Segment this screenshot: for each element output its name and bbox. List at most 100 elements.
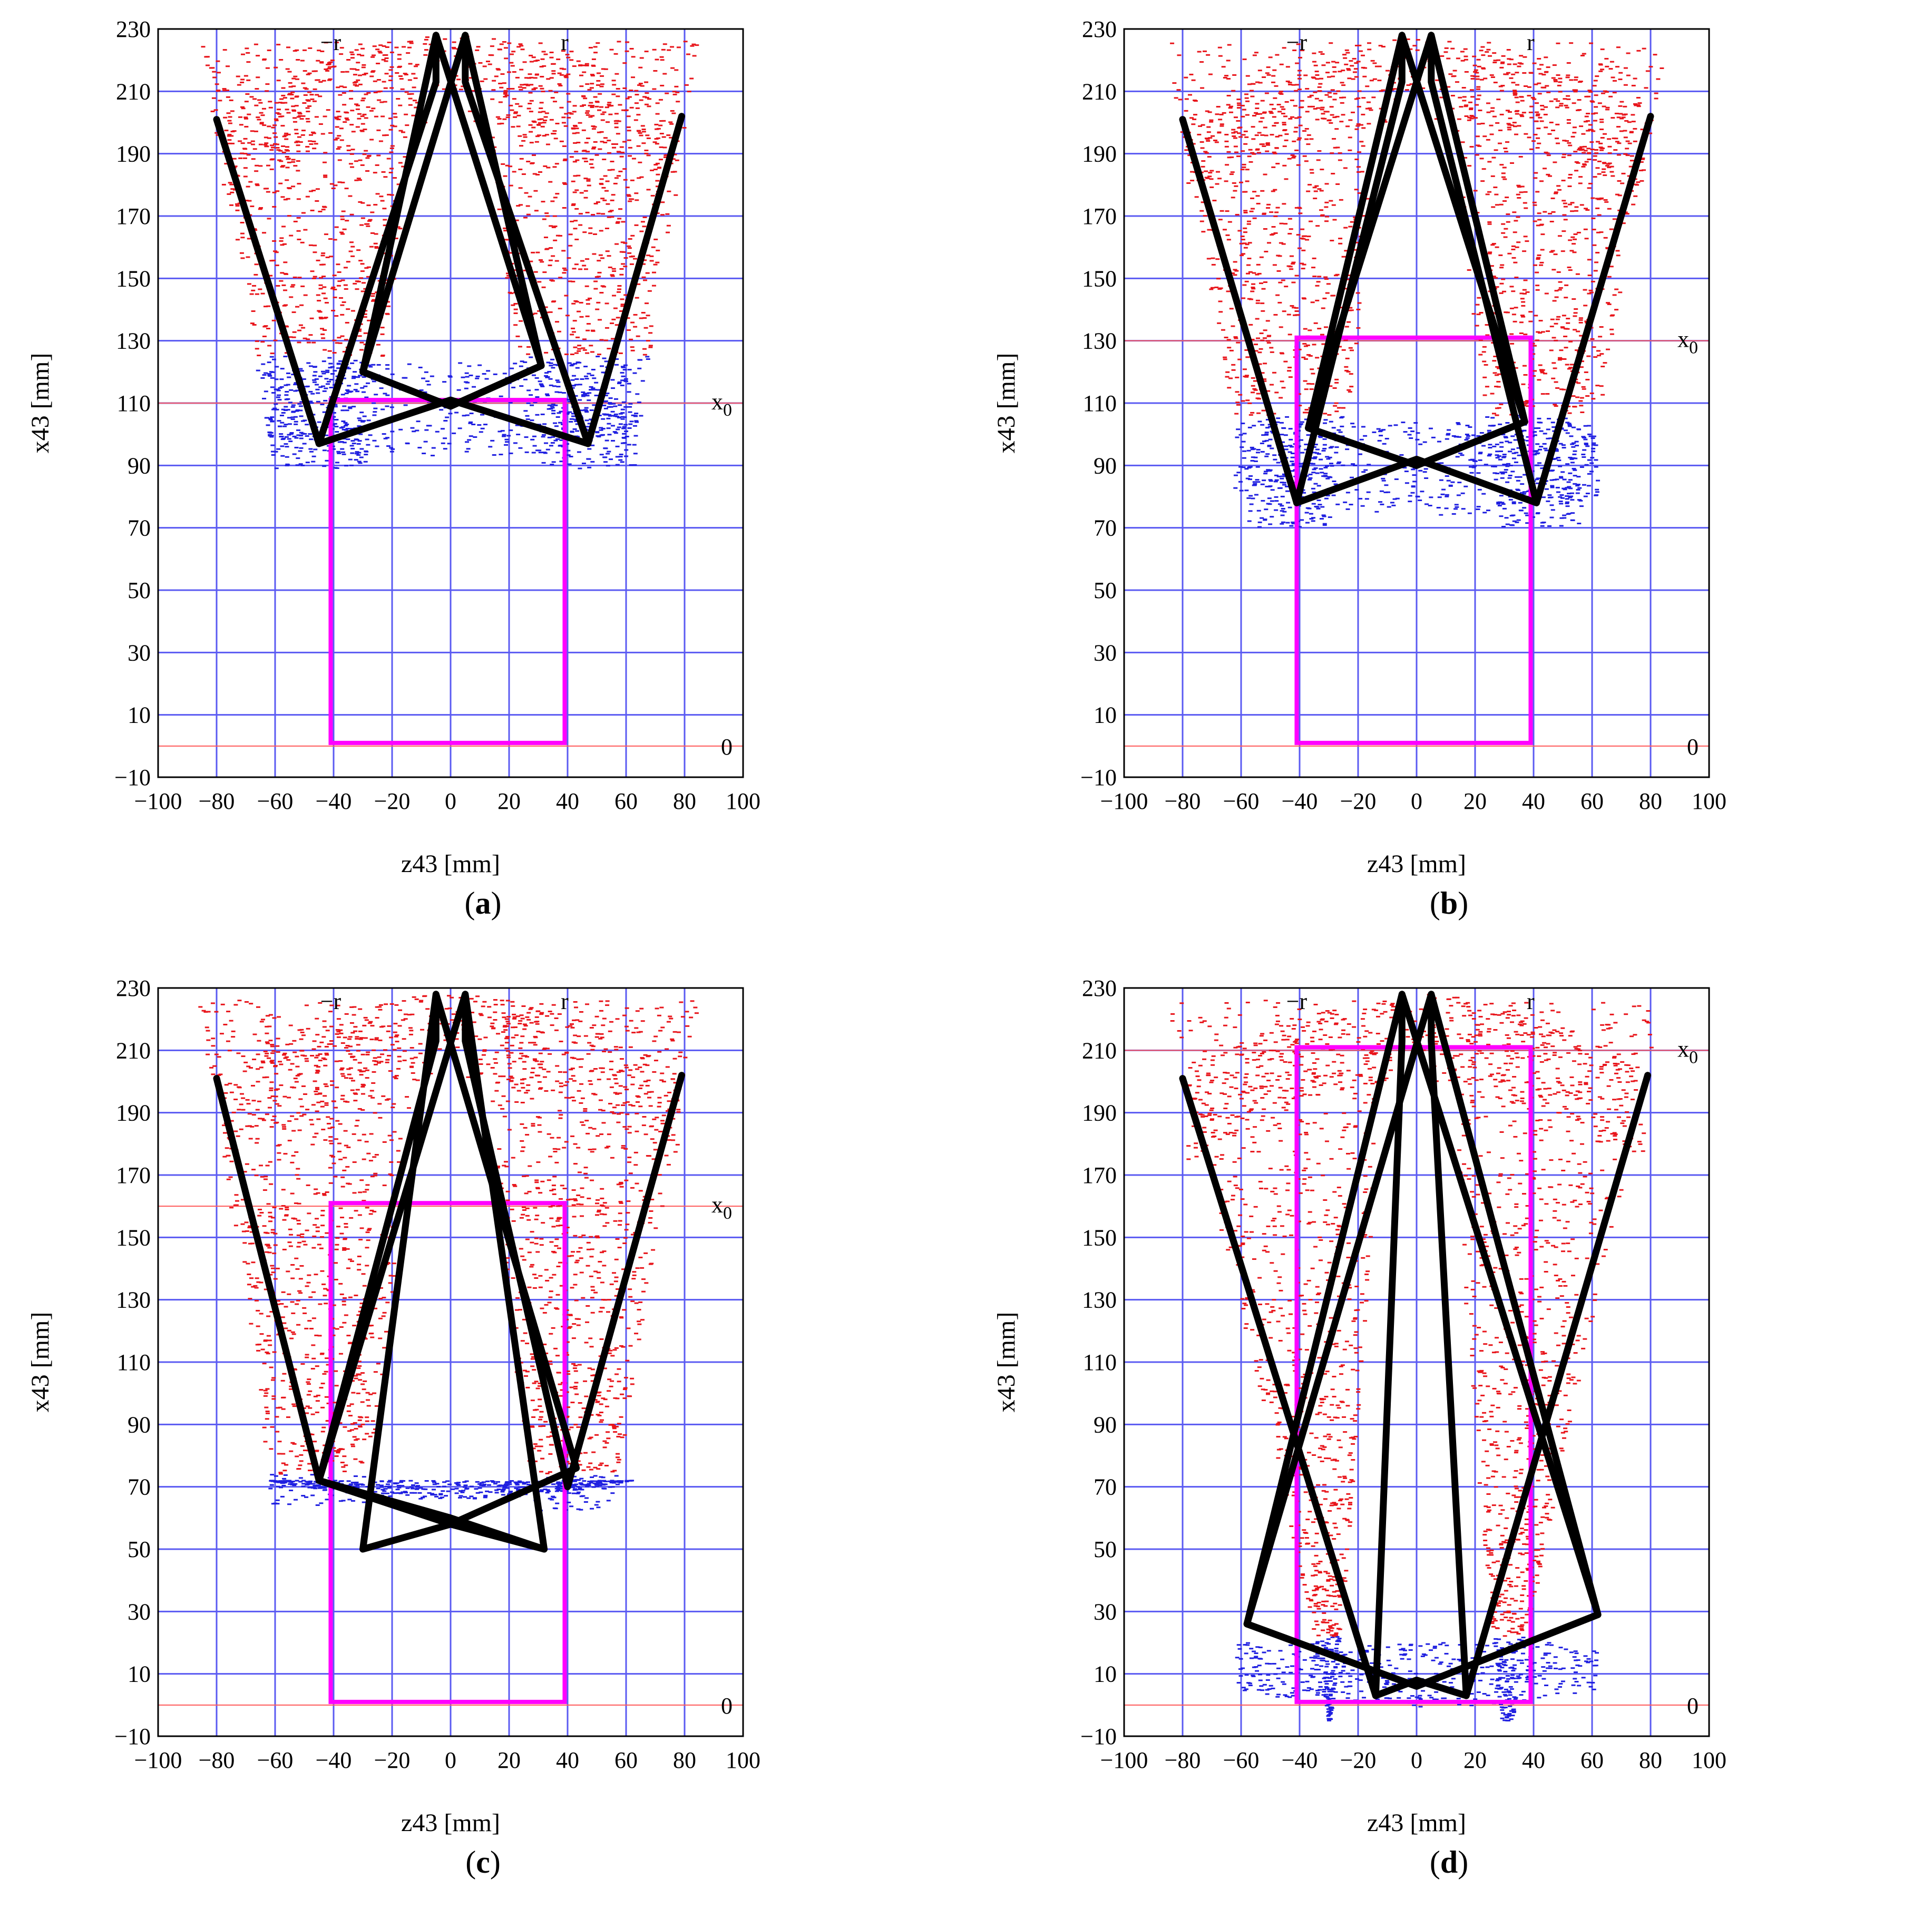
cloud-dot-red: [1218, 311, 1223, 313]
cloud-dot-blue: [1535, 464, 1539, 466]
cloud-dot-red: [624, 109, 629, 111]
cloud-dot-blue: [279, 435, 284, 437]
cloud-dot-red: [1304, 160, 1309, 162]
cloud-dot-red: [1530, 342, 1535, 345]
cloud-dot-red: [1494, 149, 1498, 151]
cloud-dot-red: [269, 149, 274, 151]
cloud-dot-red: [242, 157, 247, 159]
cloud-dot-blue: [353, 371, 357, 373]
cloud-dot-red: [1282, 310, 1286, 312]
cloud-dot-red: [558, 308, 562, 310]
cloud-dot-blue: [565, 412, 570, 414]
cloud-dot-blue: [1570, 499, 1575, 501]
cloud-dot-red: [246, 61, 251, 63]
cloud-dot-blue: [617, 417, 622, 419]
cloud-dot-red: [1322, 118, 1327, 120]
cloud-dot-blue: [515, 424, 520, 426]
cloud-dot-red: [1225, 234, 1230, 236]
cloud-dot-red: [1488, 55, 1492, 57]
cloud-dot-red: [555, 193, 560, 195]
cloud-dot-red: [1621, 222, 1626, 224]
cloud-dot-red: [1274, 85, 1279, 87]
cloud-dot-red: [659, 133, 664, 135]
cloud-dot-red: [377, 51, 382, 53]
cloud-dot-blue: [590, 444, 595, 446]
cloud-dot-blue: [621, 401, 626, 403]
cloud-dot-red: [663, 154, 668, 156]
cloud-dot-red: [1542, 168, 1547, 170]
cloud-dot-red: [213, 109, 218, 111]
cloud-dot-red: [1254, 112, 1258, 114]
cloud-dot-red: [404, 113, 408, 115]
cloud-dot-red: [323, 329, 327, 331]
cloud-dot-red: [275, 265, 279, 267]
cloud-dot-blue: [1332, 480, 1336, 482]
cloud-dot-blue: [334, 419, 339, 421]
cloud-dot-red: [607, 348, 611, 350]
cloud-dot-red: [540, 261, 544, 263]
cloud-dot-red: [339, 47, 344, 49]
cloud-dot-blue: [301, 378, 306, 380]
cloud-dot-red: [1260, 372, 1265, 374]
cloud-dot-blue: [303, 419, 307, 422]
cloud-dot-red: [1549, 100, 1554, 102]
cloud-dot-red: [1251, 385, 1255, 387]
cloud-dot-red: [579, 74, 583, 76]
cloud-dot-blue: [573, 395, 578, 397]
cloud-dot-red: [1335, 62, 1340, 64]
cloud-dot-red: [374, 233, 378, 235]
cloud-dot-red: [337, 337, 341, 339]
cloud-dot-red: [1357, 192, 1362, 194]
cloud-dot-red: [1354, 98, 1359, 100]
cloud-dot-red: [1334, 378, 1339, 380]
cloud-dot-red: [503, 93, 508, 95]
cloud-dot-red: [1481, 67, 1486, 70]
cloud-dot-red: [616, 221, 620, 223]
cloud-dot-blue: [343, 422, 348, 424]
cloud-dot-blue: [1559, 503, 1564, 505]
cloud-dot-red: [364, 223, 369, 225]
cloud-dot-blue: [1289, 525, 1294, 527]
cloud-dot-red: [291, 105, 296, 107]
cloud-dot-red: [272, 240, 277, 242]
cloud-dot-red: [1339, 199, 1343, 201]
cloud-dot-blue: [1492, 472, 1497, 474]
cloud-dot-red: [311, 132, 316, 134]
cloud-dot-blue: [573, 363, 578, 365]
cloud-dot-red: [256, 116, 260, 119]
cloud-dot-red: [318, 311, 323, 313]
cloud-dot-red: [260, 114, 265, 116]
cloud-dot-red: [1479, 312, 1484, 314]
cloud-dot-red: [315, 200, 319, 202]
cloud-dot-red: [1545, 393, 1550, 395]
cloud-dot-red: [222, 49, 227, 51]
cloud-dot-red: [531, 89, 536, 91]
cloud-dot-blue: [618, 413, 623, 415]
cloud-dot-red: [1200, 87, 1205, 89]
cloud-dot-red: [569, 51, 574, 53]
cloud-dot-red: [1231, 325, 1235, 327]
cloud-dot-blue: [1525, 514, 1530, 516]
cloud-dot-red: [633, 119, 638, 121]
cloud-dot-blue: [294, 382, 298, 384]
cloud-dot-blue: [622, 416, 627, 418]
cloud-dot-red: [1316, 107, 1321, 109]
cloud-dot-red: [620, 151, 625, 153]
cloud-dot-blue: [1503, 436, 1508, 438]
cloud-dot-red: [1611, 175, 1615, 177]
cloud-dot-red: [327, 350, 332, 352]
cloud-dot-blue: [280, 455, 285, 457]
cloud-dot-blue: [618, 459, 623, 461]
cloud-dot-red: [1252, 388, 1257, 390]
cloud-dot-blue: [1541, 496, 1546, 498]
cloud-dot-red: [1338, 159, 1342, 161]
cloud-dot-red: [1522, 292, 1527, 295]
cloud-dot-red: [584, 160, 589, 162]
cloud-dot-blue: [344, 392, 349, 394]
cloud-dot-red: [225, 89, 230, 91]
cloud-dot-red: [1297, 77, 1302, 80]
cloud-dot-blue: [574, 378, 579, 380]
cloud-dot-red: [264, 145, 269, 148]
cloud-dot-red: [1570, 135, 1575, 138]
cloud-dot-blue: [466, 448, 471, 450]
